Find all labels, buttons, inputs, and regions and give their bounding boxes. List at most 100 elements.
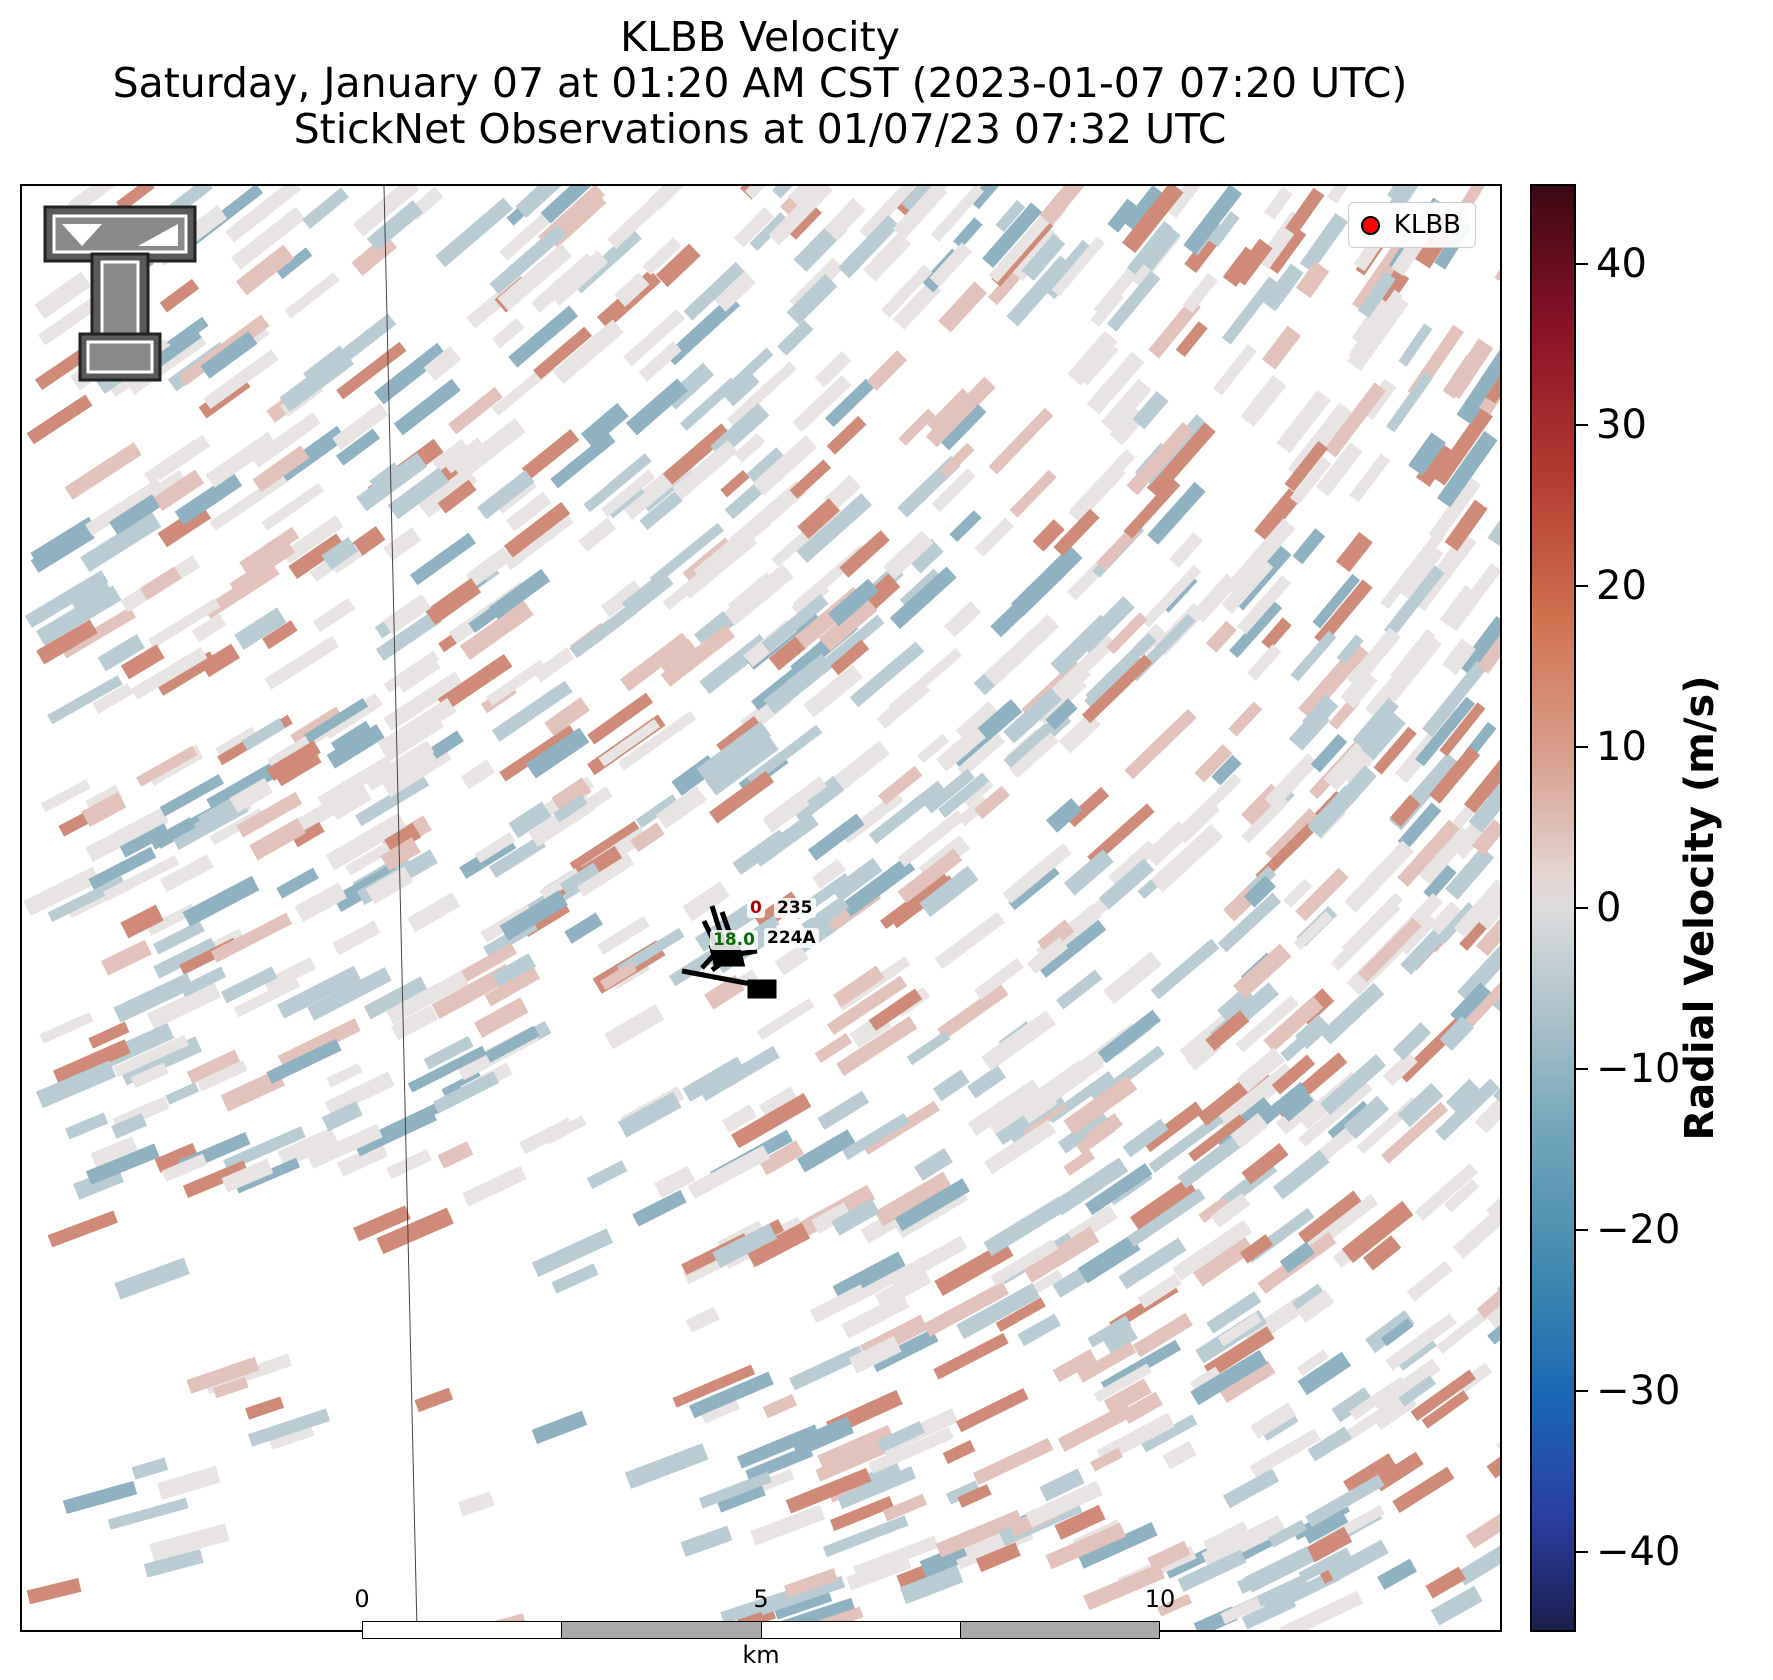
radar-bin <box>621 570 674 617</box>
radar-bin <box>1357 917 1422 983</box>
radar-bin <box>953 217 983 249</box>
radar-bin <box>382 745 452 798</box>
radar-bin <box>768 635 807 671</box>
radar-bin <box>407 1045 487 1093</box>
radar-bin <box>326 724 385 769</box>
radar-bin <box>1225 518 1296 596</box>
radar-bin <box>1211 754 1242 786</box>
radar-bin <box>792 375 852 433</box>
radar-bin <box>1298 1190 1365 1248</box>
radar-bin <box>1276 389 1331 454</box>
radar-bin <box>826 415 867 455</box>
radar-bin <box>942 1440 976 1464</box>
radar-bin <box>425 578 482 625</box>
radar-bin <box>1086 351 1145 415</box>
radar-bin <box>1347 627 1402 689</box>
radar-bin <box>957 1483 992 1508</box>
radar-bin <box>36 619 98 665</box>
radar-bin <box>1010 545 1083 617</box>
radar-bin <box>1362 1235 1402 1271</box>
radar-bin <box>746 1222 810 1268</box>
radar-map[interactable]: KLBB 0 235 18.0 224A <box>20 184 1502 1632</box>
scale-tick-0: 0 <box>354 1585 370 1613</box>
radar-bin <box>955 701 998 740</box>
radar-bin <box>620 632 692 692</box>
radar-bin <box>1123 186 1166 233</box>
radar-bin <box>1331 1387 1374 1423</box>
radar-bin <box>90 1136 138 1167</box>
radar-bin <box>1326 186 1387 204</box>
radar-bin <box>1077 595 1135 654</box>
radar-bin <box>1432 407 1493 486</box>
radar-bin <box>682 881 731 922</box>
radar-bin <box>653 1165 696 1199</box>
title-line-1: KLBB Velocity <box>620 13 900 61</box>
radar-bin <box>85 478 164 536</box>
radar-bin <box>263 956 316 993</box>
radar-bin <box>130 1062 169 1089</box>
radar-bin <box>423 346 462 382</box>
radar-bin <box>407 892 461 933</box>
radar-bin <box>878 765 923 806</box>
radar-bin <box>1183 1029 1214 1058</box>
radar-bin <box>1422 660 1488 737</box>
radar-bin <box>1264 753 1319 810</box>
radar-bin <box>1349 453 1391 503</box>
radar-bin <box>863 232 912 282</box>
radar-bin <box>830 857 883 902</box>
scale-segment-4 <box>960 1621 1160 1639</box>
colorbar-tick-label: 40 <box>1596 241 1647 288</box>
radar-bin <box>849 641 925 708</box>
radar-bin <box>1057 1402 1134 1452</box>
radar-bin <box>924 768 975 814</box>
radar-bin <box>1452 1197 1500 1259</box>
radar-bin <box>899 1565 964 1605</box>
radar-bin <box>720 469 750 498</box>
scale-tick-5: 5 <box>753 1585 769 1613</box>
colorbar-tick-mark <box>1576 746 1588 749</box>
radar-bin <box>1496 1404 1500 1454</box>
radar-bin <box>1229 600 1283 658</box>
radar-bin <box>892 279 942 330</box>
radar-bin <box>749 212 789 251</box>
radar-bin <box>1298 1081 1373 1147</box>
radar-bin <box>525 727 590 779</box>
radar-bin <box>1189 1366 1222 1392</box>
radar-bin <box>1190 1349 1268 1406</box>
radar-bin <box>435 197 514 268</box>
radar-bin <box>429 730 464 759</box>
radar-bin <box>559 862 600 894</box>
radar-bin <box>460 759 496 790</box>
radar-bin <box>149 327 202 370</box>
radar-bin <box>336 428 381 466</box>
radar-bin <box>505 491 552 532</box>
radar-bin <box>1222 1468 1280 1509</box>
radar-bin <box>660 624 736 687</box>
radar-bin <box>1315 442 1363 497</box>
radar-bin <box>304 697 369 744</box>
scale-tick-10: 10 <box>1144 1585 1176 1613</box>
radar-bin <box>383 671 464 732</box>
radar-bin <box>1063 1149 1096 1176</box>
radar-bin <box>1293 911 1333 951</box>
radar-bin <box>811 1202 852 1234</box>
radar-bin <box>375 609 442 661</box>
radar-bin <box>220 1069 285 1112</box>
radar-bin <box>1344 840 1415 913</box>
radar-bin <box>47 876 126 923</box>
radar-bin <box>248 1408 331 1447</box>
radar-bin <box>386 1149 432 1180</box>
radar-site-marker-icon <box>1360 215 1380 235</box>
radar-bin <box>119 823 170 858</box>
radar-velocity-field <box>23 186 1500 1630</box>
radar-bin <box>790 775 845 823</box>
radar-bin <box>967 1079 1042 1136</box>
radar-bin <box>30 525 95 573</box>
radar-bin <box>716 716 762 755</box>
radar-bin <box>687 1145 771 1199</box>
radar-bin <box>1346 293 1409 371</box>
radar-bin <box>731 1093 812 1149</box>
radar-bin <box>1445 1078 1482 1115</box>
radar-bin <box>1398 1375 1437 1407</box>
radar-bin <box>1341 892 1403 955</box>
